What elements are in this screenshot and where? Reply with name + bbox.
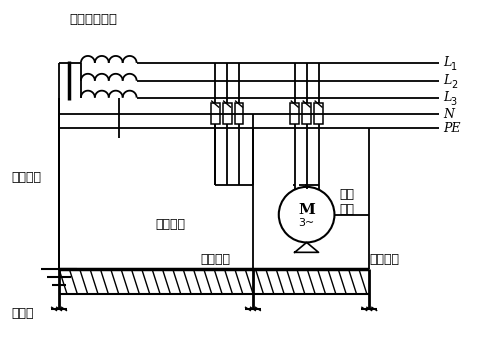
Text: 重复接地: 重复接地 xyxy=(200,253,230,266)
Text: L: L xyxy=(443,56,451,69)
Text: 重复接地: 重复接地 xyxy=(369,253,399,266)
Text: 工作接地: 工作接地 xyxy=(11,171,42,184)
Text: 2: 2 xyxy=(451,80,457,90)
Bar xyxy=(290,103,299,125)
Text: 支路进户: 支路进户 xyxy=(156,218,185,231)
Bar xyxy=(211,103,220,125)
Text: 接地极: 接地极 xyxy=(11,307,34,320)
Text: L: L xyxy=(443,74,451,87)
Text: M: M xyxy=(298,203,315,217)
Text: 保护: 保护 xyxy=(340,188,355,201)
Bar xyxy=(223,103,231,125)
Bar xyxy=(235,103,243,125)
Bar xyxy=(314,103,323,125)
Bar xyxy=(302,103,311,125)
Text: 变压器低压侧: 变压器低压侧 xyxy=(69,13,117,26)
Text: N: N xyxy=(443,108,454,121)
Text: 3: 3 xyxy=(451,97,457,107)
Text: 3~: 3~ xyxy=(298,218,315,228)
Text: PE: PE xyxy=(443,122,460,135)
Text: 1: 1 xyxy=(451,62,457,72)
Text: L: L xyxy=(443,91,451,104)
Text: 接零: 接零 xyxy=(340,203,355,216)
